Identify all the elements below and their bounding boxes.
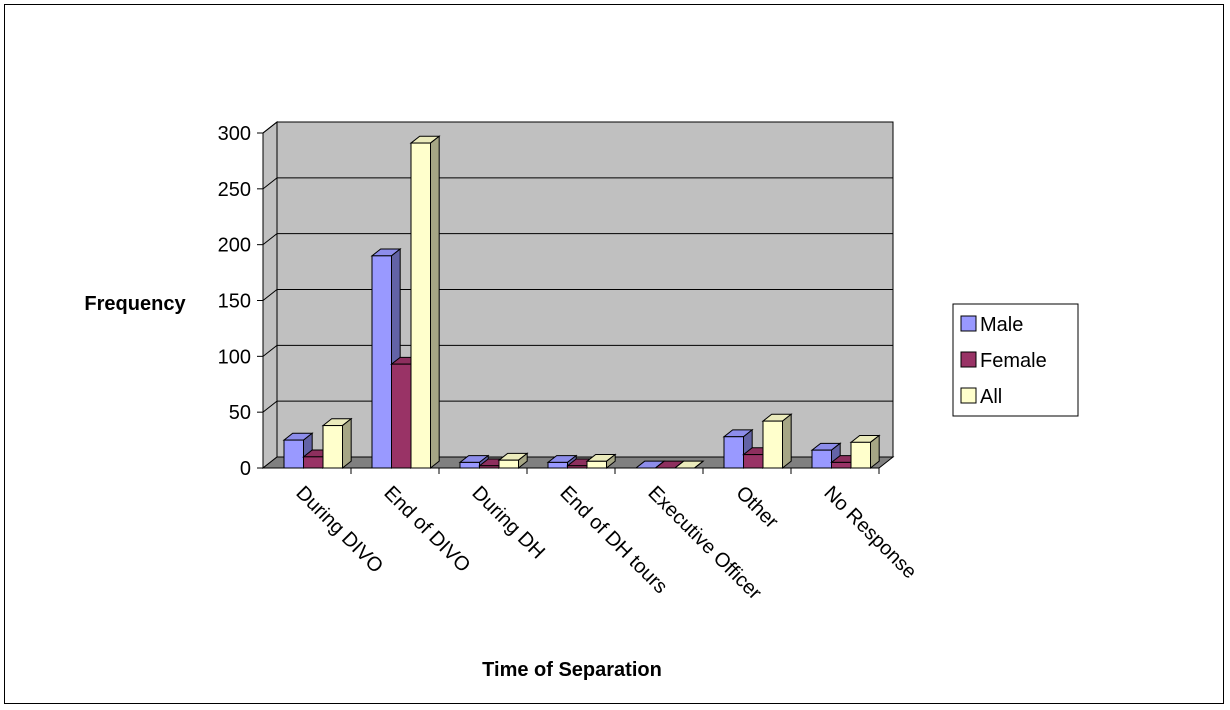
bar-front [459, 461, 480, 469]
gridline [262, 233, 893, 246]
legend-label: Female [980, 350, 1047, 372]
gridline [262, 400, 893, 413]
bar-front [831, 461, 852, 469]
bars [282, 135, 881, 470]
bar-side [782, 413, 792, 470]
y-tick-label: 300 [218, 123, 251, 145]
bar-side [342, 417, 352, 470]
bar [849, 434, 881, 470]
legend-item: Female [960, 350, 1047, 372]
y-axis-label: Frequency [84, 293, 186, 315]
y-tick-label: 250 [218, 179, 251, 201]
plot-wall [261, 120, 895, 470]
y-tick-label: 200 [218, 235, 251, 257]
x-tick-label: During DH [467, 482, 549, 564]
bar-front [303, 456, 324, 469]
legend-swatch [960, 315, 977, 332]
legend-swatch [960, 387, 977, 404]
bar-front [322, 425, 343, 469]
bar-front [762, 420, 783, 469]
bar-front [547, 461, 568, 469]
gridline [262, 289, 893, 301]
x-tick-label: During DIVO [291, 482, 387, 578]
bar-front [498, 459, 519, 469]
chart-frame: 0 50 100 150 200 250 300 During DIVO End of DIVO… [4, 4, 1224, 704]
bar-front [811, 449, 832, 469]
x-tick-label: End of DIVO [379, 482, 474, 577]
bar [321, 417, 353, 470]
gridline [262, 177, 893, 190]
bar-front [391, 363, 412, 469]
bar [497, 452, 529, 470]
legend-label: Male [980, 314, 1023, 336]
bar-front [723, 436, 744, 469]
bar-front [850, 441, 871, 469]
x-axis-label: Time of Separation [482, 659, 662, 681]
gridline [262, 121, 893, 134]
legend: Male Female All [952, 303, 1079, 417]
bar-front [586, 460, 607, 469]
legend-item: Male [960, 314, 1023, 336]
y-tick-label: 0 [240, 458, 251, 480]
legend-item: All [960, 386, 1002, 408]
bar-side [694, 460, 704, 469]
bar-front [283, 439, 304, 469]
bar-side [430, 135, 440, 470]
y-tick-label: 100 [218, 346, 251, 368]
gridline [262, 344, 893, 357]
bar-front [743, 454, 764, 469]
x-tick-label: No Response [819, 482, 920, 583]
bar [585, 453, 617, 470]
y-tick-label: 150 [218, 291, 251, 313]
bar [409, 135, 441, 470]
x-tick-label: Other [731, 482, 782, 533]
legend-swatch [960, 351, 977, 368]
bar-front [410, 142, 431, 469]
legend-label: All [980, 386, 1002, 408]
bar [761, 413, 793, 470]
y-tick-label: 50 [229, 402, 251, 424]
bar-front [371, 255, 392, 469]
